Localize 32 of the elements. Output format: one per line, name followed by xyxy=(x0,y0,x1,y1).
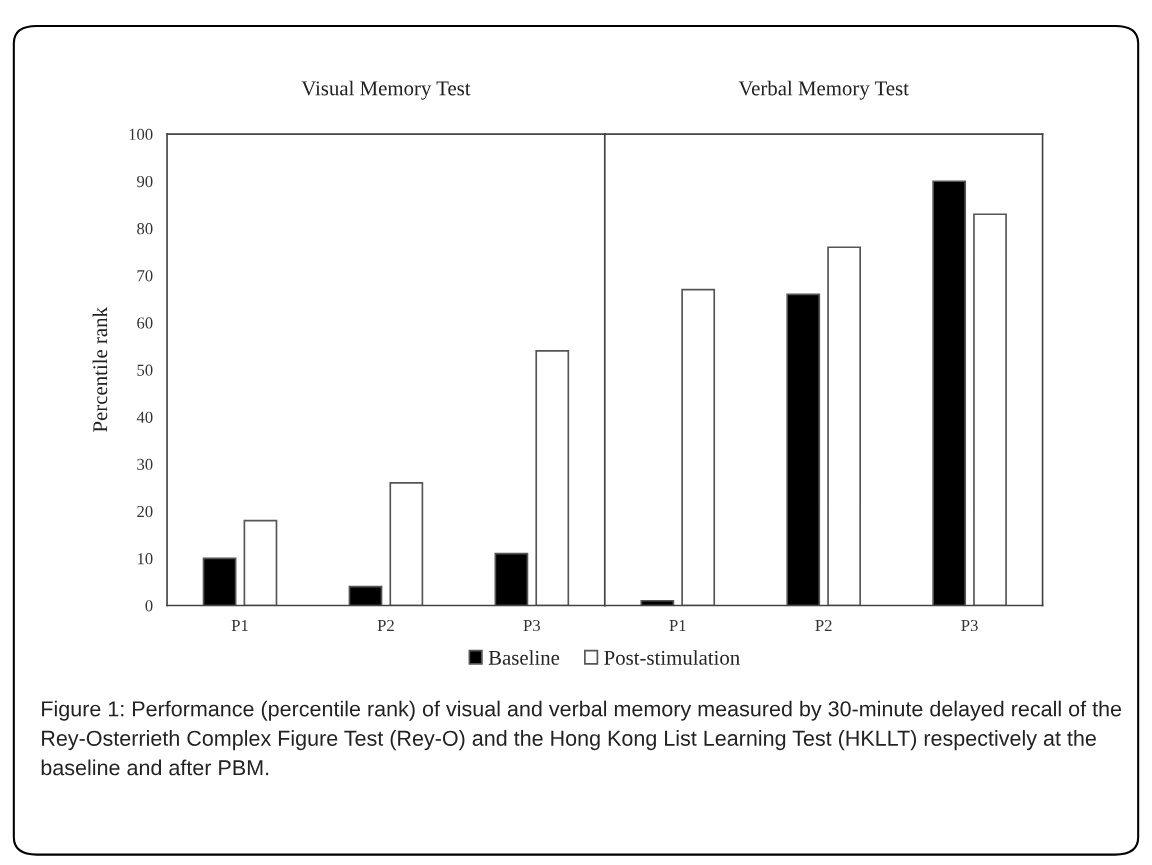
bar xyxy=(932,180,967,606)
y-tick-label: 10 xyxy=(137,553,153,565)
y-tick-label: 80 xyxy=(137,223,153,235)
y-tick-label: 20 xyxy=(137,505,153,518)
y-axis-title: Percentile rank xyxy=(92,307,108,432)
caption: Figure 1: Performance (percentile rank) of visual and verbal memory measured by 30-minute delayed recall of the Rey-Osterrieth Complex Figure Test (Rey-O) and the Hong Kong List Learning Test (HKLLT) respectively at the baseline and after PBM. xyxy=(41,700,1122,776)
x-tick-label: P3 xyxy=(961,619,978,632)
legend-label: Baseline xyxy=(488,650,560,665)
y-tick-label: 70 xyxy=(137,270,153,282)
y-tick-label: 40 xyxy=(136,411,153,423)
chart-title: Verbal Memory Test xyxy=(738,80,909,100)
y-tick-label: 0 xyxy=(145,600,153,612)
x-tick-label: P2 xyxy=(815,619,832,631)
bar xyxy=(494,552,529,606)
x-tick-label: P3 xyxy=(523,619,540,632)
bar xyxy=(640,599,675,606)
legend-label: Post-stimulation xyxy=(604,650,740,665)
y-tick-label: 100 xyxy=(129,128,153,141)
y-tick-label: 90 xyxy=(137,175,153,188)
bar xyxy=(786,293,821,606)
x-tick-label: P1 xyxy=(669,619,686,631)
x-tick-label: P2 xyxy=(377,619,394,631)
bar xyxy=(243,519,278,606)
bar xyxy=(389,482,424,606)
chart-title: Visual Memory Test xyxy=(301,80,471,100)
bar xyxy=(202,557,237,606)
x-tick-label: P1 xyxy=(231,619,248,631)
bar xyxy=(535,350,570,606)
bar xyxy=(348,585,383,606)
y-tick-label: 60 xyxy=(137,317,153,329)
y-tick-label: 50 xyxy=(137,364,153,376)
y-tick-label: 30 xyxy=(137,458,153,471)
